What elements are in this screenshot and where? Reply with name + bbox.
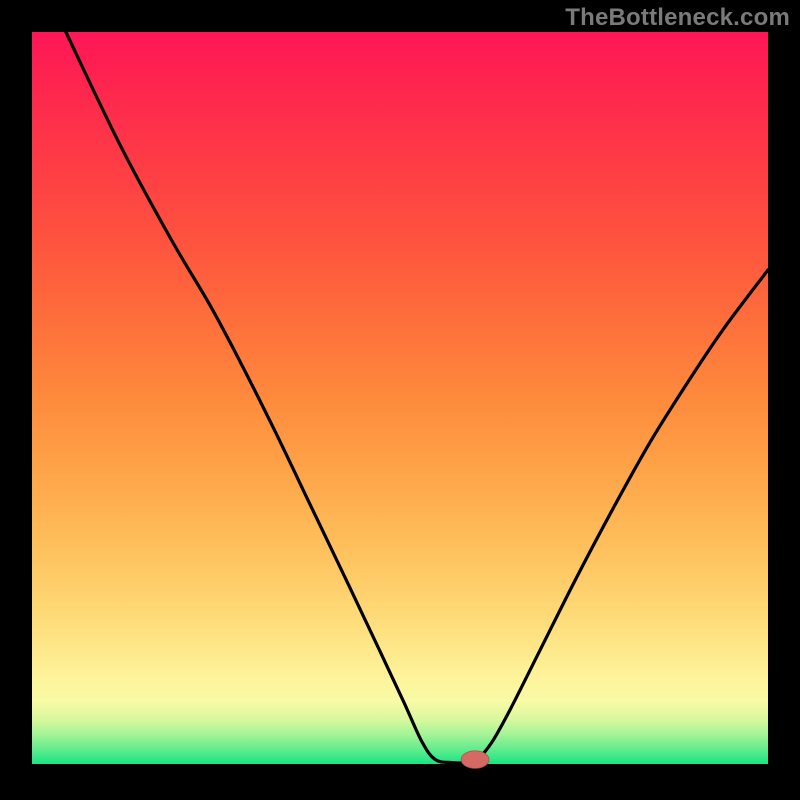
bottleneck-chart <box>0 0 800 800</box>
optimal-marker <box>461 751 489 769</box>
watermark-text: TheBottleneck.com <box>565 4 790 32</box>
plot-background <box>32 32 768 764</box>
